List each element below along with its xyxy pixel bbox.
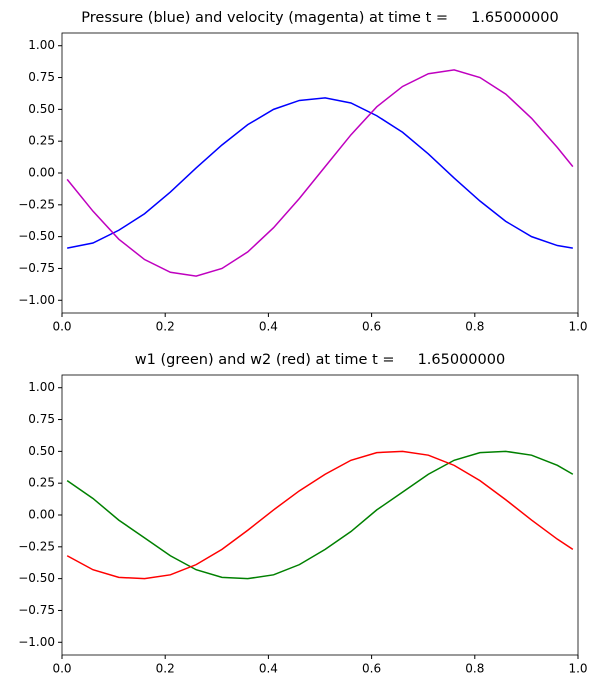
x-tick-label: 0.4 — [259, 662, 278, 676]
y-tick-label: 1.00 — [28, 380, 55, 394]
chart-title: w1 (green) and w2 (red) at time t = 1.65… — [135, 352, 505, 368]
x-tick-label: 0.6 — [362, 662, 381, 676]
y-tick-label: 0.50 — [28, 444, 55, 458]
y-tick-label: −0.25 — [18, 539, 55, 553]
x-tick-label: 0.6 — [362, 320, 381, 334]
data-line — [66, 450, 574, 580]
x-tick-label: 0.8 — [465, 320, 484, 334]
y-tick-label: −0.25 — [18, 197, 55, 211]
x-tick-label: 0.8 — [465, 662, 484, 676]
y-tick-label: −1.00 — [18, 635, 55, 649]
x-tick-label: 0.2 — [156, 320, 175, 334]
data-line — [66, 450, 574, 580]
y-tick-label: −0.75 — [18, 261, 55, 275]
y-tick-label: 0.75 — [28, 412, 55, 426]
axes-frame — [61, 374, 579, 656]
chart-title: Pressure (blue) and velocity (magenta) a… — [81, 10, 558, 26]
data-line — [67, 97, 573, 249]
y-tick-label: 0.25 — [28, 134, 55, 148]
x-tick-label: 1.0 — [568, 320, 587, 334]
y-tick-label: 0.00 — [28, 508, 55, 522]
y-tick-label: 0.50 — [28, 102, 55, 116]
x-tick-label: 0.0 — [52, 662, 71, 676]
y-tick-label: −0.75 — [18, 603, 55, 617]
x-tick-label: 0.0 — [52, 320, 71, 334]
x-tick-label: 1.0 — [568, 662, 587, 676]
y-tick-label: 0.00 — [28, 166, 55, 180]
y-tick-label: 1.00 — [28, 38, 55, 52]
y-tick-label: −0.50 — [18, 229, 55, 243]
y-tick-label: −1.00 — [18, 293, 55, 307]
data-line — [66, 69, 574, 277]
y-tick-label: −0.50 — [18, 571, 55, 585]
x-tick-label: 0.4 — [259, 320, 278, 334]
y-tick-label: 0.75 — [28, 70, 55, 84]
x-tick-label: 0.2 — [156, 662, 175, 676]
y-tick-label: 0.25 — [28, 476, 55, 490]
